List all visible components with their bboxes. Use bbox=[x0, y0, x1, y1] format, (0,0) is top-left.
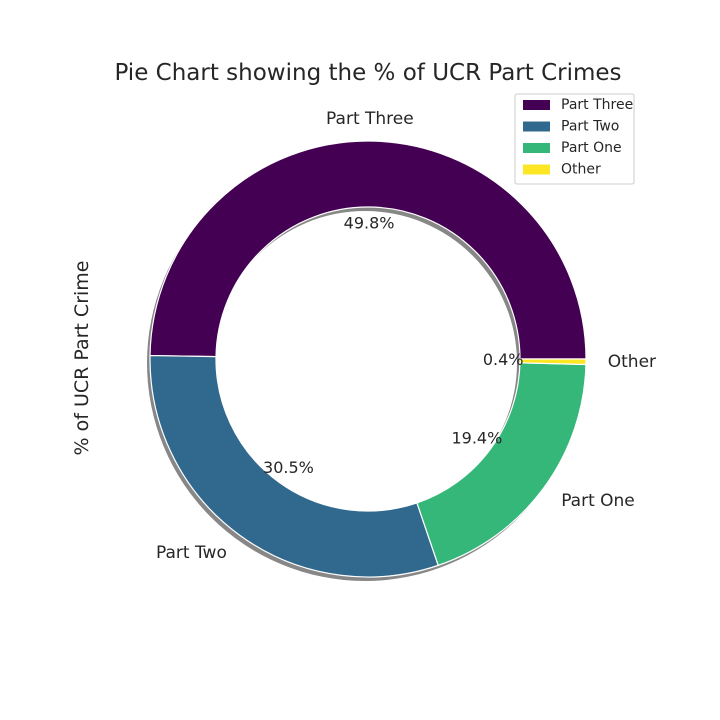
slice-percent-part-three: 49.8% bbox=[344, 213, 395, 232]
legend-swatch-part-three bbox=[523, 100, 550, 110]
pie-slice-other bbox=[519, 358, 587, 366]
legend-label-part-three: Part Three bbox=[561, 97, 633, 113]
pie-slice-part-three bbox=[149, 140, 587, 360]
legend-swatch-part-two bbox=[523, 121, 550, 132]
pie-slice-part-two bbox=[149, 354, 439, 578]
legend-label-part-one: Part One bbox=[561, 140, 622, 156]
slice-label-part-three: Part Three bbox=[326, 109, 414, 129]
pie-wedges bbox=[149, 140, 587, 578]
slice-percent-other: 0.4% bbox=[483, 350, 524, 369]
slice-label-other: Other bbox=[608, 352, 656, 372]
slice-percent-part-two: 30.5% bbox=[263, 458, 314, 477]
legend-swatch-part-one bbox=[523, 143, 550, 153]
legend-label-other: Other bbox=[561, 162, 601, 178]
pie-labels: Part Three 49.8% Part Two 30.5% Part One 19.4… bbox=[156, 109, 656, 563]
chart-title: Pie Chart showing the % of UCR Part Crim… bbox=[114, 60, 621, 86]
slice-percent-part-one: 19.4% bbox=[451, 429, 502, 448]
slice-label-part-one: Part One bbox=[561, 491, 635, 511]
pie-slice-part-one bbox=[416, 362, 587, 567]
legend-swatch-other bbox=[523, 164, 550, 175]
legend: Part Three Part Two Part One Other bbox=[514, 93, 635, 185]
slice-label-part-two: Part Two bbox=[156, 543, 227, 563]
legend-label-part-two: Part Two bbox=[561, 119, 619, 135]
y-axis-label: % of UCR Part Crime bbox=[71, 261, 93, 456]
legend-box bbox=[514, 93, 635, 185]
